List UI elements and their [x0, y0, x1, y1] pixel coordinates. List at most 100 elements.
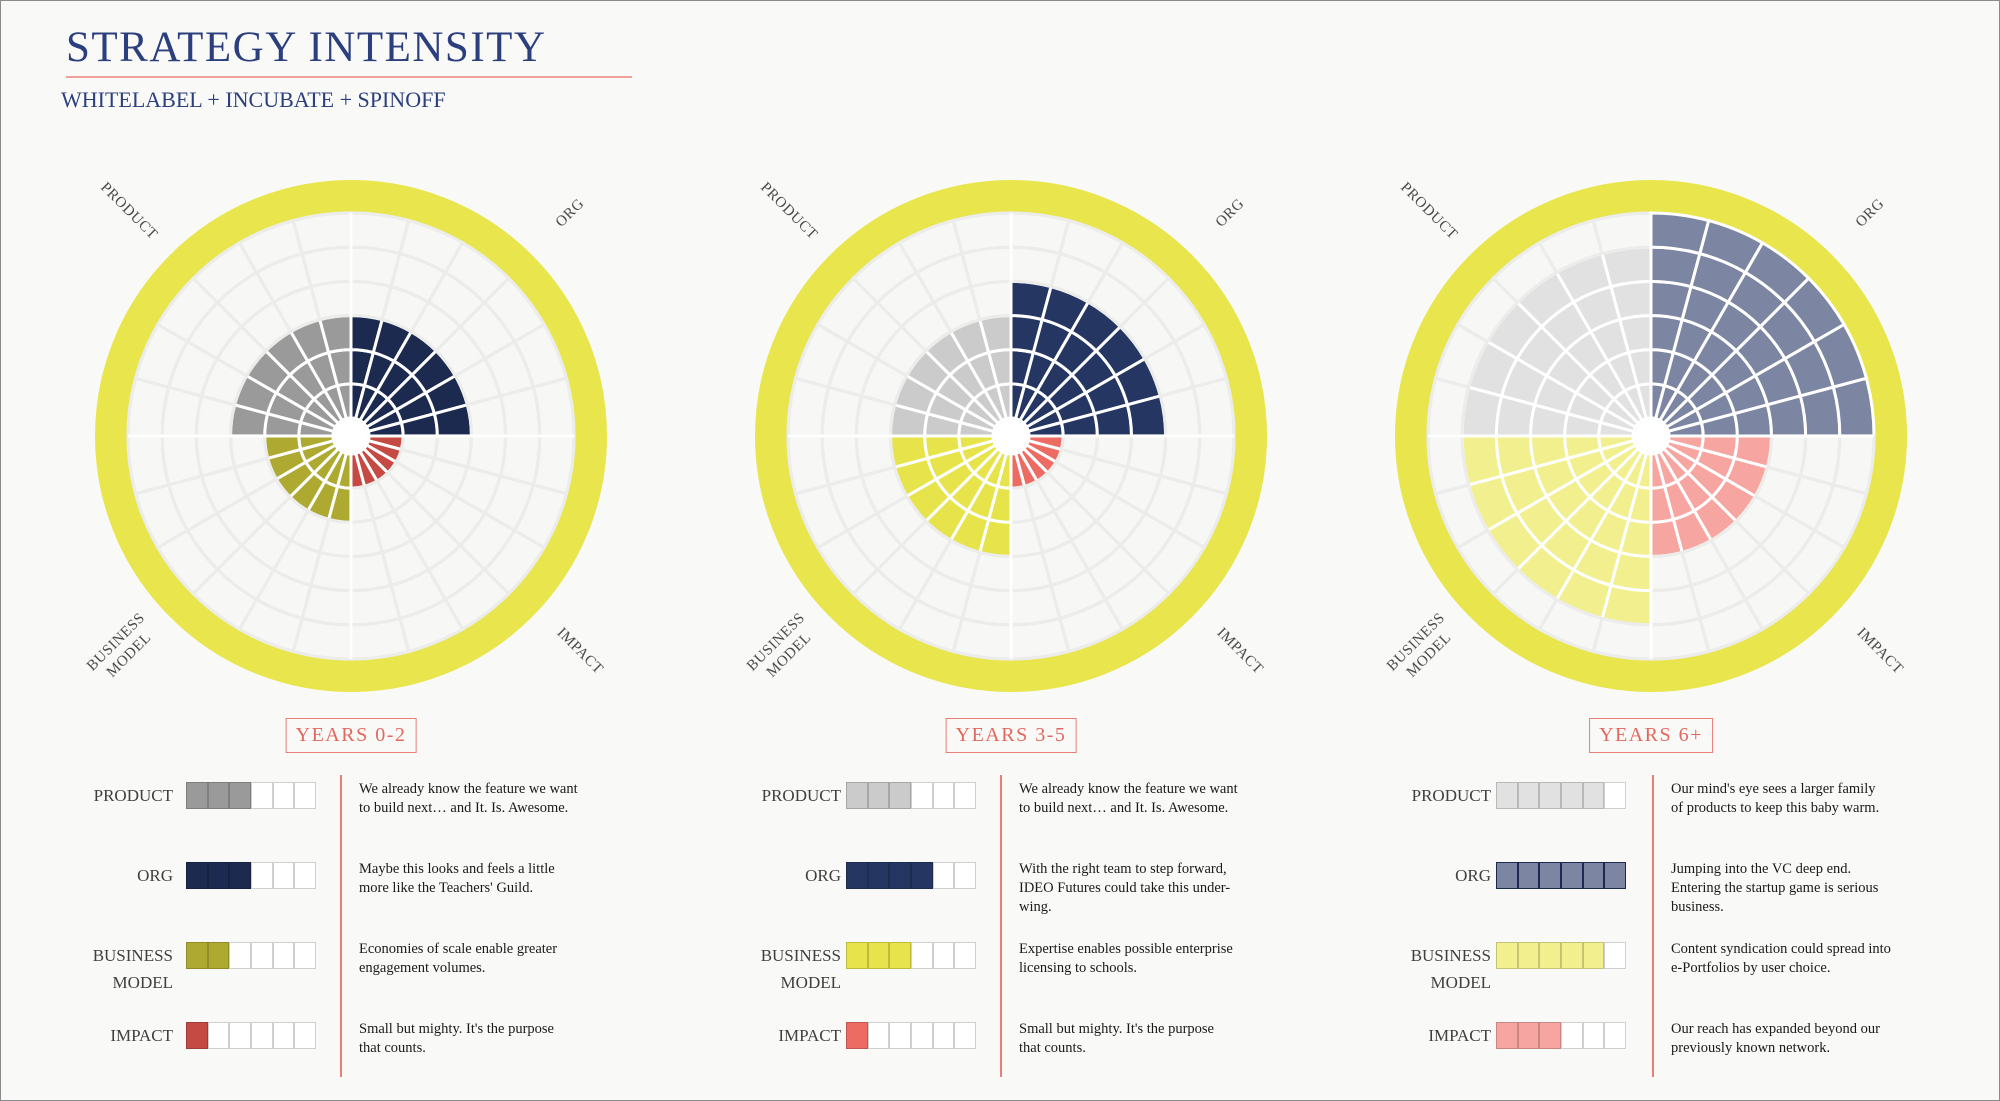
score-block-filled [1496, 1022, 1518, 1049]
score-block-filled [1517, 782, 1540, 809]
score-block-filled [1539, 862, 1561, 889]
axis-label: IMPACT [554, 625, 607, 678]
score-block-filled [1604, 862, 1626, 889]
score-block-empty [1604, 1022, 1626, 1049]
score-blocks [1496, 782, 1626, 809]
row-label-org: ORG [1455, 866, 1491, 885]
score-block-filled [889, 782, 911, 809]
axis-label: PRODUCT [757, 180, 820, 243]
score-block-empty [1582, 1022, 1605, 1049]
score-block-empty [932, 1022, 955, 1049]
score-block-filled [1582, 862, 1605, 889]
empty-segment [349, 616, 411, 661]
score-block-filled [1496, 862, 1518, 889]
score-block-filled [889, 862, 911, 889]
row-label-line: BUSINESS [760, 946, 841, 965]
score-block-filled [186, 1022, 208, 1049]
score-blocks [186, 942, 316, 969]
row-label-product: PRODUCT [93, 786, 173, 805]
score-block-filled [867, 942, 890, 969]
row-label-business-model: BUSINESS MODEL [23, 942, 173, 996]
row-label-line: BUSINESS [1410, 946, 1491, 965]
strategy-panel-2: PRODUCT ORG IMPACT BUSINESS MODEL YEARS 3-5 PR… [671, 1, 1331, 1100]
score-block-filled [910, 862, 933, 889]
score-block-filled [229, 782, 251, 809]
score-blocks [186, 1022, 316, 1049]
outer-ring [95, 180, 607, 692]
axis-label: ORG [1853, 196, 1888, 231]
empty-segment [309, 279, 353, 322]
org-segment [1831, 376, 1876, 438]
score-block-filled [1560, 782, 1583, 809]
empty-segment [349, 550, 393, 593]
row-label-line: MODEL [780, 973, 841, 992]
score-block-filled [1560, 942, 1583, 969]
empty-segment [291, 211, 353, 256]
row-label-line: MODEL [112, 973, 173, 992]
score-block-empty [250, 782, 273, 809]
row-label-impact: IMPACT [1428, 1026, 1491, 1045]
empty-segment [1191, 376, 1236, 438]
score-block-empty [272, 942, 295, 969]
score-block-empty [932, 782, 955, 809]
score-block-filled [186, 942, 208, 969]
axis-label: PRODUCT [97, 180, 160, 243]
empty-segment [951, 211, 1013, 256]
score-block-empty [294, 862, 316, 889]
score-block-filled [186, 862, 208, 889]
axis-label: IMPACT [1214, 625, 1267, 678]
score-block-empty [250, 942, 273, 969]
empty-segment [969, 279, 1013, 322]
score-block-empty [272, 1022, 295, 1049]
score-block-empty [272, 862, 295, 889]
score-blocks [846, 942, 976, 969]
score-block-empty [250, 1022, 273, 1049]
empty-segment [465, 394, 508, 438]
score-block-empty [932, 942, 955, 969]
row-label-org: ORG [137, 866, 173, 885]
row-description-impact: Small but mighty. It's the purpose that … [1019, 1021, 1214, 1056]
empty-segment [531, 376, 576, 438]
empty-segment [126, 434, 171, 496]
score-block-empty [1604, 942, 1626, 969]
score-block-filled [1517, 1022, 1540, 1049]
axis-label: PRODUCT [1397, 180, 1460, 243]
radar-hub [1635, 420, 1667, 452]
score-block-filled [1517, 862, 1540, 889]
score-block-empty [867, 1022, 890, 1049]
empty-segment [1426, 434, 1471, 496]
outer-ring [755, 180, 1267, 692]
score-block-empty [1604, 782, 1626, 809]
score-block-empty [294, 782, 316, 809]
row-label-line: BUSINESS [92, 946, 173, 965]
score-blocks [846, 782, 976, 809]
divider-line [1652, 775, 1654, 1077]
row-label-impact: IMPACT [778, 1026, 841, 1045]
divider-line [340, 775, 342, 1077]
score-block-filled [207, 862, 230, 889]
empty-segment [786, 434, 831, 496]
score-block-filled [1539, 782, 1561, 809]
row-label-business-model: BUSINESS MODEL [1341, 942, 1491, 996]
empty-segment [1591, 211, 1653, 256]
score-block-empty [889, 1022, 911, 1049]
row-description-business-model: Content syndication could spread into e-… [1671, 941, 1891, 976]
score-block-filled [846, 862, 868, 889]
row-description-product: Our mind's eye sees a larger family of p… [1671, 781, 1880, 816]
score-blocks [846, 862, 976, 889]
row-description-org: With the right team to step forward, IDE… [1019, 861, 1231, 915]
score-block-filled [207, 942, 230, 969]
score-blocks [1496, 1022, 1626, 1049]
empty-segment [854, 434, 897, 478]
row-description-product: We already know the feature we want to b… [1019, 781, 1238, 816]
period-label: YEARS 6+ [1589, 718, 1713, 753]
row-description-impact: Small but mighty. It's the purpose that … [359, 1021, 554, 1056]
row-description-business-model: Economies of scale enable greater engage… [359, 941, 558, 976]
score-block-empty [910, 942, 933, 969]
business-model-segment [1494, 434, 1537, 478]
score-block-empty [954, 862, 976, 889]
score-block-filled [846, 782, 868, 809]
